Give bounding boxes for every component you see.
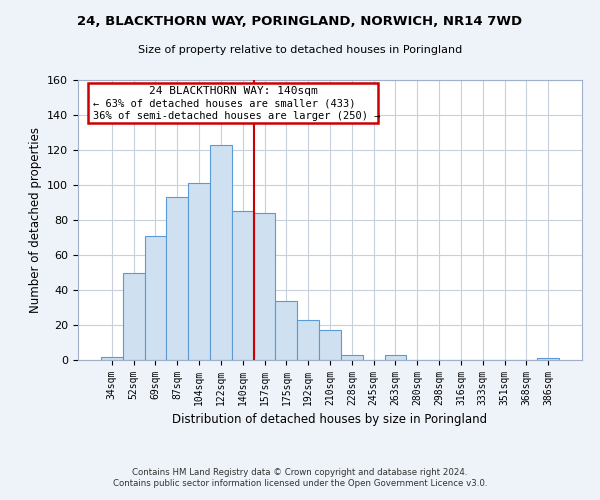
Text: 24, BLACKTHORN WAY, PORINGLAND, NORWICH, NR14 7WD: 24, BLACKTHORN WAY, PORINGLAND, NORWICH,… bbox=[77, 15, 523, 28]
Y-axis label: Number of detached properties: Number of detached properties bbox=[29, 127, 41, 313]
Text: ← 63% of detached houses are smaller (433): ← 63% of detached houses are smaller (43… bbox=[93, 98, 356, 108]
Bar bbox=[101, 356, 123, 360]
Bar bbox=[188, 183, 210, 360]
X-axis label: Distribution of detached houses by size in Poringland: Distribution of detached houses by size … bbox=[172, 414, 488, 426]
Bar bbox=[145, 236, 166, 360]
Bar bbox=[166, 197, 188, 360]
Text: Size of property relative to detached houses in Poringland: Size of property relative to detached ho… bbox=[138, 45, 462, 55]
Bar bbox=[254, 213, 275, 360]
Bar bbox=[275, 300, 297, 360]
Bar bbox=[210, 145, 232, 360]
Bar bbox=[123, 272, 145, 360]
FancyBboxPatch shape bbox=[88, 83, 378, 124]
Bar bbox=[537, 358, 559, 360]
Text: Contains HM Land Registry data © Crown copyright and database right 2024.
Contai: Contains HM Land Registry data © Crown c… bbox=[113, 468, 487, 487]
Bar bbox=[385, 355, 406, 360]
Bar bbox=[319, 330, 341, 360]
Bar bbox=[297, 320, 319, 360]
Bar bbox=[341, 355, 363, 360]
Text: 36% of semi-detached houses are larger (250) →: 36% of semi-detached houses are larger (… bbox=[93, 111, 380, 121]
Bar bbox=[232, 211, 254, 360]
Text: 24 BLACKTHORN WAY: 140sqm: 24 BLACKTHORN WAY: 140sqm bbox=[149, 86, 317, 96]
